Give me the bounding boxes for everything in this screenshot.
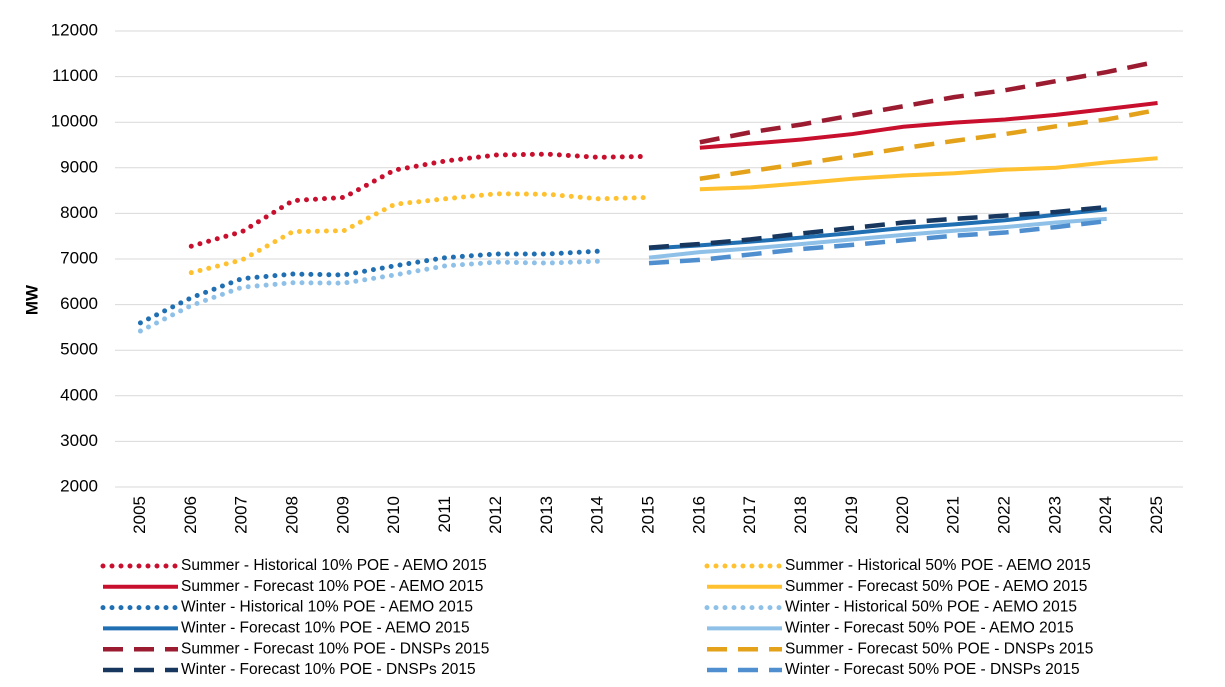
x-tick-label: 2015	[638, 496, 657, 534]
x-tick-label: 2020	[893, 496, 912, 534]
x-tick-label: 2013	[537, 496, 556, 534]
x-tick-label: 2025	[1147, 496, 1166, 534]
x-tick-label: 2016	[689, 496, 708, 534]
series-line	[137, 248, 601, 326]
legend-label: Winter - Forecast 10% POE - AEMO 2015	[181, 619, 470, 636]
series-line	[699, 59, 1159, 145]
legend-label: Winter - Forecast 50% POE - DNSPs 2015	[785, 661, 1080, 678]
y-tick-label: 4000	[60, 385, 98, 404]
x-tick-label: 2005	[130, 496, 149, 534]
x-tick-label: 2014	[588, 496, 607, 534]
series-line	[137, 258, 601, 334]
x-tick-label: 2006	[181, 496, 200, 534]
series-line	[648, 218, 1107, 266]
y-tick-label: 6000	[60, 294, 98, 313]
y-tick-label: 11000	[52, 66, 98, 85]
x-tick-label: 2008	[282, 496, 301, 534]
y-tick-label: 10000	[51, 112, 98, 131]
series-line	[699, 101, 1158, 150]
legend-label: Summer - Forecast 50% POE - DNSPs 2015	[785, 640, 1093, 657]
x-tick-label: 2007	[232, 496, 251, 534]
x-tick-label: 2012	[486, 496, 505, 534]
series-line	[648, 204, 1107, 250]
y-axis-label: MW	[22, 284, 41, 315]
y-tick-label: 12000	[51, 20, 98, 39]
y-tick-label: 9000	[60, 157, 98, 176]
series-line	[699, 107, 1158, 181]
series-line	[188, 191, 652, 276]
y-tick-label: 5000	[60, 340, 98, 359]
series-line	[188, 151, 652, 249]
x-tick-label: 2010	[384, 496, 403, 534]
legend-label: Summer - Forecast 50% POE - AEMO 2015	[785, 578, 1087, 595]
x-tick-label: 2017	[740, 496, 759, 534]
y-tick-label: 2000	[60, 476, 98, 495]
legend-label: Winter - Forecast 10% POE - DNSPs 2015	[181, 661, 476, 678]
x-tick-label: 2011	[435, 496, 454, 533]
y-tick-label: 8000	[60, 203, 98, 222]
y-tick-label: 3000	[60, 431, 98, 450]
x-tick-label: 2024	[1096, 496, 1115, 534]
series-line	[648, 216, 1107, 260]
series-line	[699, 156, 1158, 192]
legend-label: Summer - Forecast 10% POE - DNSPs 2015	[181, 640, 489, 657]
y-tick-label: 7000	[60, 248, 98, 267]
x-tick-label: 2019	[842, 496, 861, 534]
x-tick-label: 2018	[791, 496, 810, 534]
legend-label: Winter - Historical 50% POE - AEMO 2015	[785, 599, 1077, 616]
legend-label: Summer - Forecast 10% POE - AEMO 2015	[181, 578, 483, 595]
legend-label: Summer - Historical 50% POE - AEMO 2015	[785, 557, 1091, 574]
legend-label: Summer - Historical 10% POE - AEMO 2015	[181, 557, 487, 574]
legend-label: Winter - Forecast 50% POE - AEMO 2015	[785, 619, 1074, 636]
legend-label: Winter - Historical 10% POE - AEMO 2015	[181, 599, 473, 616]
x-tick-label: 2021	[944, 496, 963, 534]
x-tick-label: 2023	[1045, 496, 1064, 534]
x-tick-label: 2009	[333, 496, 352, 534]
x-tick-label: 2022	[994, 496, 1013, 534]
